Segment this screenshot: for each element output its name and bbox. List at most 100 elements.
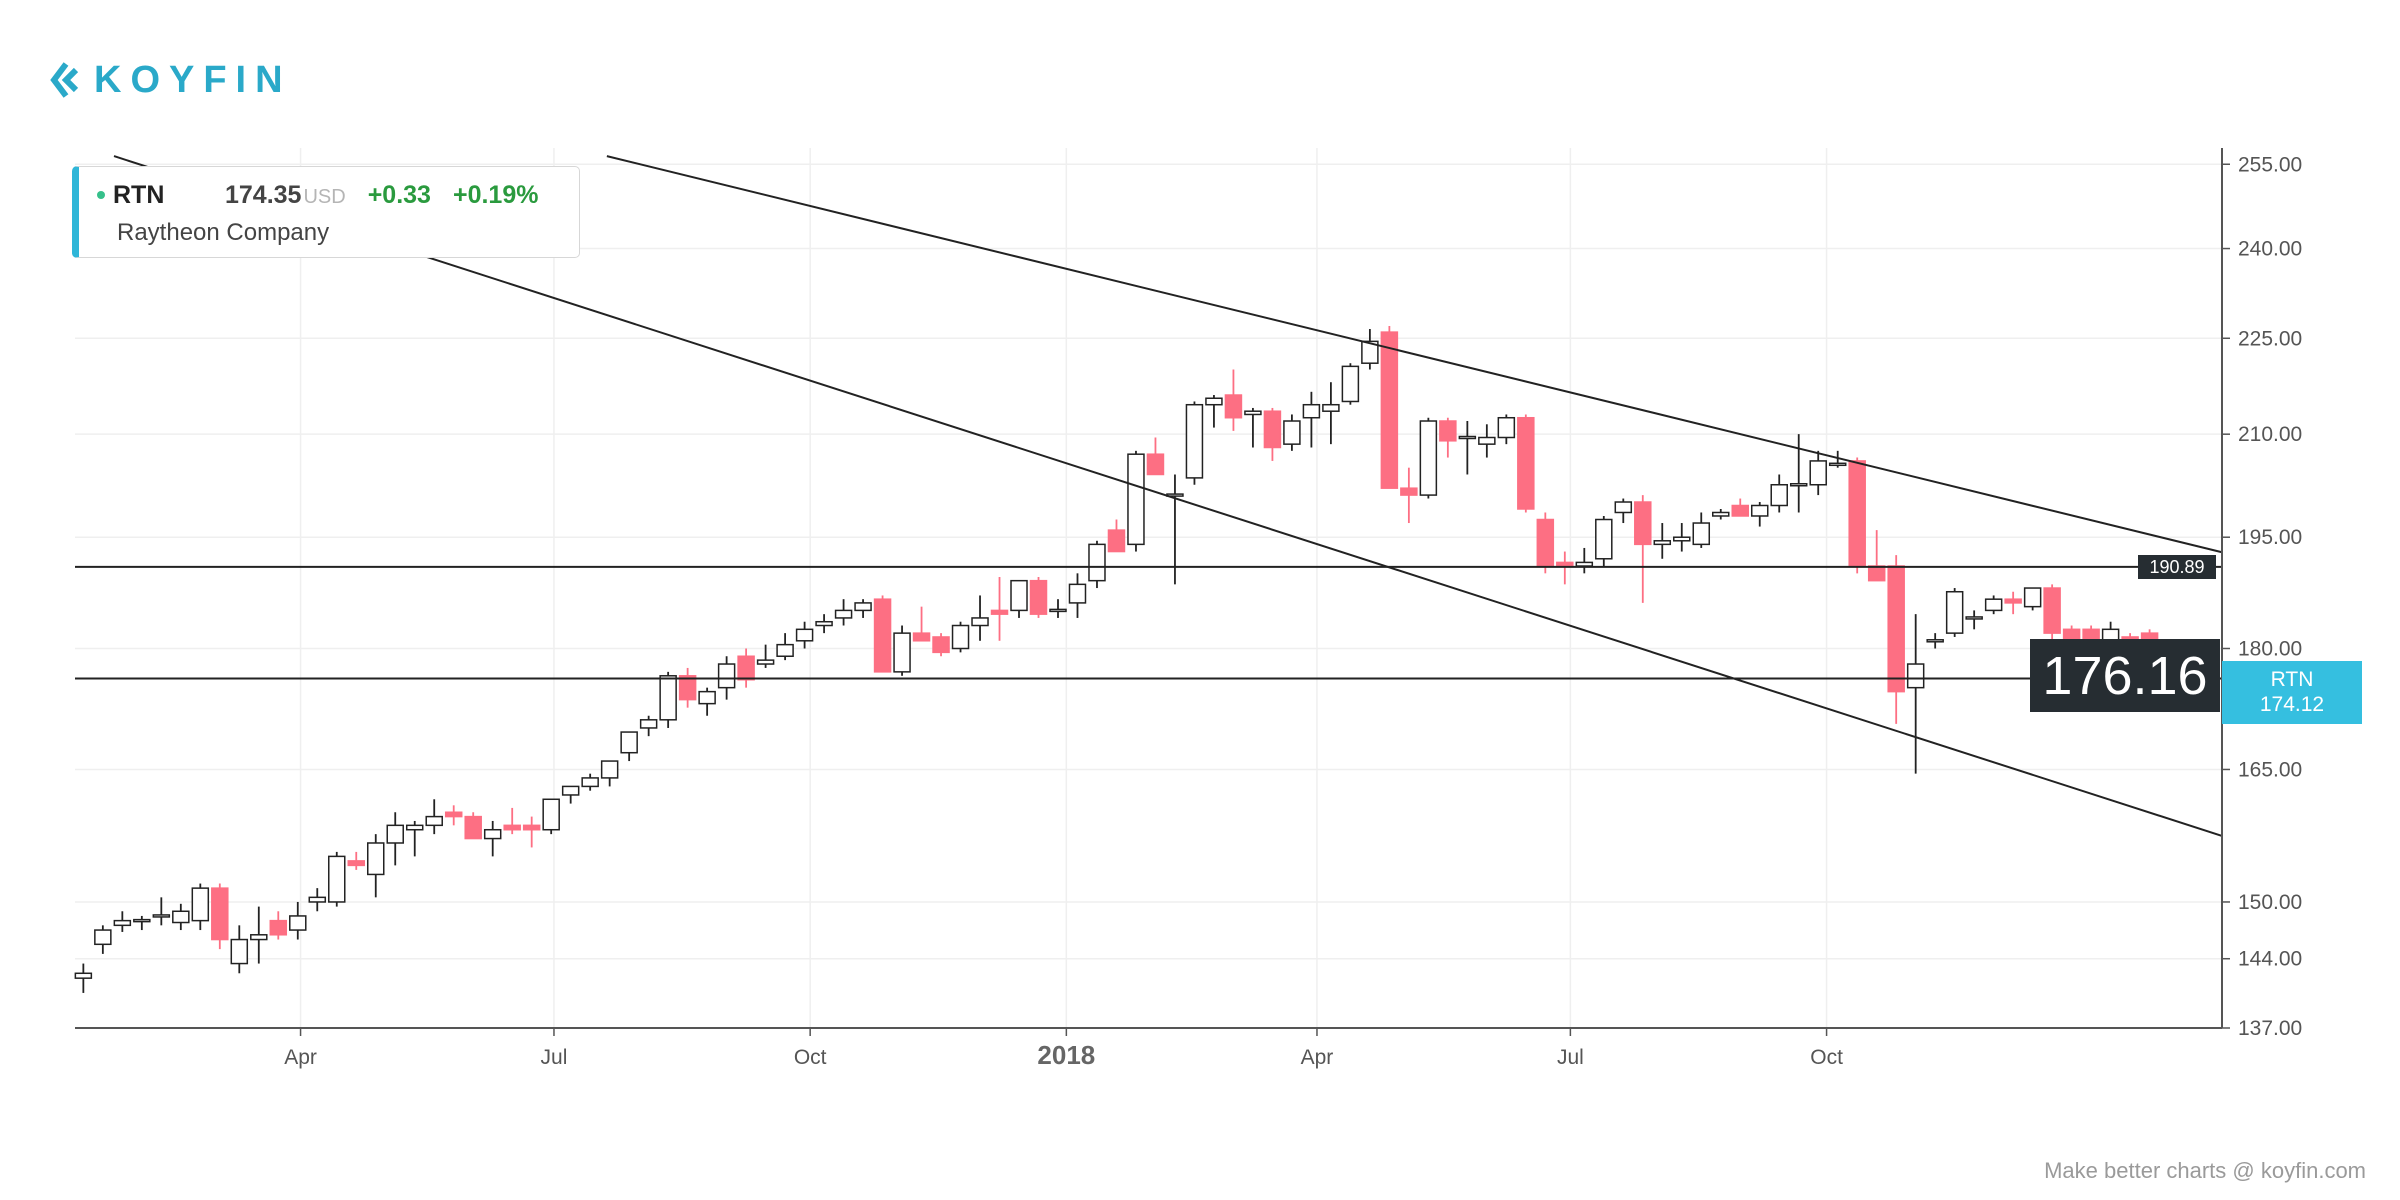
- candle-body: [444, 811, 463, 818]
- candle-body: [639, 719, 658, 729]
- candle: [873, 595, 892, 673]
- candle-body: [561, 785, 580, 796]
- candle-body: [990, 609, 1009, 615]
- trend-line: [606, 155, 2223, 554]
- candle-body: [1010, 579, 1028, 612]
- ticker-change-pct: +0.19%: [452, 181, 539, 209]
- y-tick-label: 195.00: [2238, 526, 2302, 549]
- candle: [483, 820, 502, 857]
- candle: [289, 901, 307, 940]
- candle-body: [2004, 598, 2022, 604]
- candle: [1906, 614, 1925, 774]
- candle-body: [1302, 403, 1321, 419]
- candle: [1107, 519, 1126, 553]
- candle-body: [1556, 561, 1574, 567]
- candle-body: [2023, 587, 2042, 608]
- x-tick-label: 2018: [1037, 1040, 1095, 1070]
- candle-body: [1185, 403, 1204, 479]
- candle-body: [347, 860, 366, 867]
- candle: [1770, 474, 1788, 513]
- y-tick-label: 210.00: [2238, 423, 2302, 446]
- candle: [1322, 382, 1340, 445]
- candle: [308, 888, 327, 912]
- candle: [1965, 610, 1983, 630]
- ticker-info-box[interactable]: RTN 174.35 USD +0.33 +0.19% Raytheon Com…: [72, 166, 580, 258]
- candle-body: [678, 675, 697, 701]
- candle-body: [1536, 518, 1555, 567]
- candle-body: [94, 929, 112, 946]
- candle-body: [230, 938, 249, 965]
- candle: [269, 911, 288, 940]
- candle-body: [795, 628, 814, 642]
- candle: [1263, 407, 1282, 461]
- candle: [1224, 369, 1243, 431]
- candle: [776, 633, 794, 661]
- footer-credit[interactable]: Make better charts @ koyfin.com: [2044, 1158, 2366, 1183]
- candle-body: [1731, 504, 1749, 517]
- candle-body: [1673, 536, 1691, 542]
- candle: [2043, 584, 2061, 657]
- candle: [834, 599, 853, 626]
- candle: [230, 925, 249, 974]
- candle: [1673, 523, 1691, 552]
- candle-body: [1029, 579, 1048, 615]
- koyfin-logo[interactable]: KOYFIN: [48, 58, 292, 102]
- candle-body: [405, 824, 424, 831]
- candle-body: [1848, 460, 1866, 567]
- candle: [2004, 591, 2022, 615]
- candle: [1653, 523, 1672, 559]
- candle: [2023, 587, 2042, 611]
- trend-line: [113, 155, 2223, 837]
- candle-body: [1887, 565, 1905, 693]
- candle: [1185, 401, 1204, 485]
- candle-body: [1322, 403, 1340, 412]
- candle: [1029, 576, 1048, 618]
- candle-body: [1263, 410, 1282, 449]
- candle: [581, 773, 599, 791]
- candle-body: [717, 663, 736, 689]
- candle: [1458, 421, 1477, 475]
- y-tick-label: 137.00: [2238, 1017, 2302, 1040]
- drawn-lines: [75, 155, 2223, 837]
- candle-body: [1478, 436, 1496, 445]
- candle: [971, 595, 989, 641]
- candle-body: [133, 918, 151, 923]
- candle-body: [581, 777, 599, 788]
- candle: [1341, 363, 1360, 405]
- candle-body: [912, 632, 931, 642]
- candle-body: [1595, 518, 1613, 560]
- candle-body: [600, 760, 619, 779]
- candle: [1049, 599, 1067, 618]
- ticker-change: +0.33: [367, 181, 431, 209]
- candle-body: [893, 632, 911, 673]
- candle-body: [1965, 616, 1983, 620]
- candle-body: [542, 798, 560, 831]
- candle-body: [1517, 416, 1535, 510]
- candle: [561, 785, 580, 804]
- candle-body: [1867, 565, 1886, 582]
- candle-body: [1380, 331, 1399, 489]
- candle-body: [1750, 504, 1769, 517]
- candle-body: [191, 887, 210, 922]
- candle-body: [1906, 663, 1925, 689]
- candle: [1614, 498, 1633, 524]
- candle-body: [951, 624, 970, 650]
- candle: [405, 820, 424, 857]
- candle: [756, 644, 775, 668]
- candle: [464, 812, 482, 840]
- candle: [191, 883, 210, 931]
- candle-body: [659, 675, 677, 721]
- candle-body: [1712, 511, 1730, 517]
- candle: [74, 963, 93, 993]
- candle-body: [1205, 397, 1223, 406]
- candle: [1127, 450, 1145, 552]
- candle: [1088, 540, 1106, 589]
- candle-body: [152, 914, 171, 918]
- last-price-tag-value: 174.12: [2259, 693, 2325, 716]
- ticker-symbol: RTN: [113, 181, 165, 209]
- candle: [152, 897, 171, 926]
- candle-body: [113, 919, 132, 927]
- y-tick-label: 240.00: [2238, 238, 2302, 261]
- candle: [328, 851, 346, 907]
